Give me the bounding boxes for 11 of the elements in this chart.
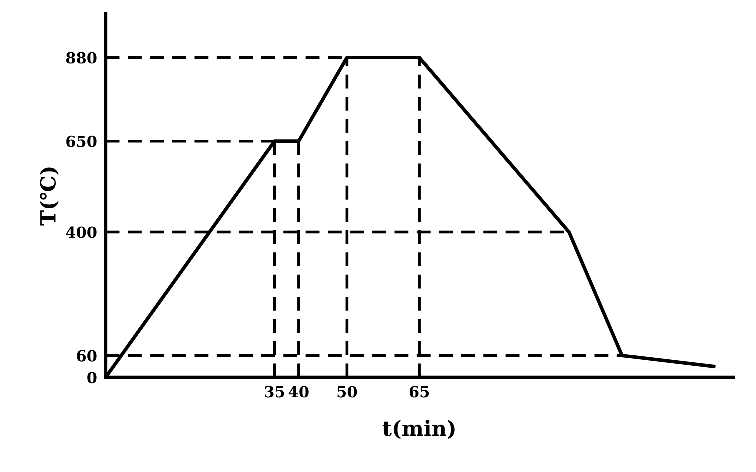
y-tick-label: 880 (66, 52, 97, 64)
x-tick-label: 65 (410, 386, 430, 398)
y-axis-title: T(℃) (40, 168, 59, 226)
x-tick-label: 50 (338, 386, 358, 398)
y-tick-label: 400 (66, 226, 97, 238)
y-tick-label: 650 (66, 136, 97, 148)
y-tick-label: 0 (88, 372, 97, 384)
y-tick-label: 60 (77, 350, 97, 362)
x-tick-label: 35 (265, 386, 284, 398)
x-tick-label: 40 (288, 386, 309, 398)
x-axis-title: t(min) (382, 420, 455, 440)
